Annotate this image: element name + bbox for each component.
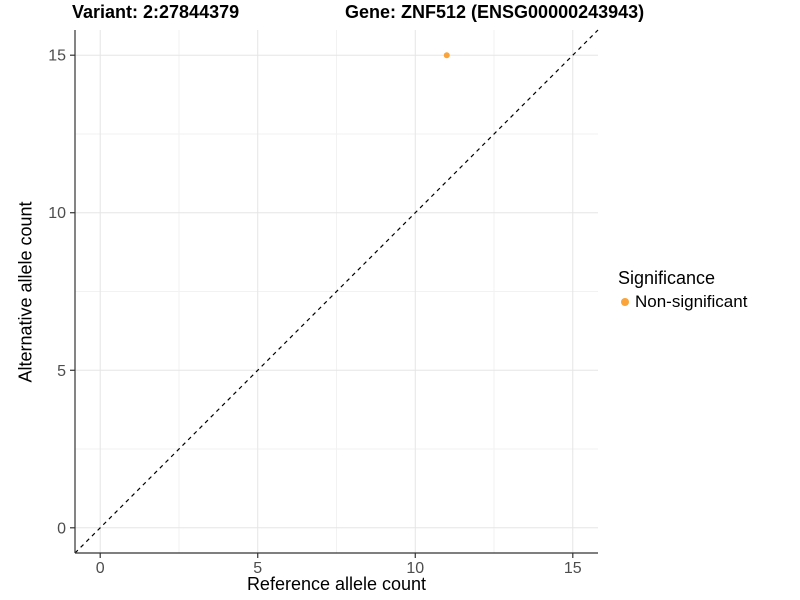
y-tick-label: 0	[57, 520, 66, 537]
x-axis-title: Reference allele count	[246, 574, 427, 594]
y-axis-title: Alternative allele count	[15, 201, 36, 383]
legend: Significance Non-significant	[618, 268, 747, 312]
y-tick-label: 5	[57, 363, 66, 380]
legend-title: Significance	[618, 268, 716, 288]
legend-point-icon	[621, 298, 629, 306]
x-tick-label: 15	[564, 560, 582, 577]
x-tick-label: 0	[96, 560, 105, 577]
y-tick-label: 10	[48, 205, 66, 222]
data-point	[443, 52, 450, 59]
legend-item-label: Non-significant	[635, 292, 748, 311]
y-tick-label: 15	[48, 48, 66, 65]
x-tick-label: 5	[253, 560, 262, 577]
gene-title: Gene: ZNF512 (ENSG00000243943)	[345, 2, 645, 22]
identity-line	[74, 29, 599, 554]
variant-title: Variant: 2:27844379	[72, 2, 240, 22]
legend-item: Non-significant	[621, 292, 747, 312]
x-tick-label: 10	[406, 560, 424, 577]
